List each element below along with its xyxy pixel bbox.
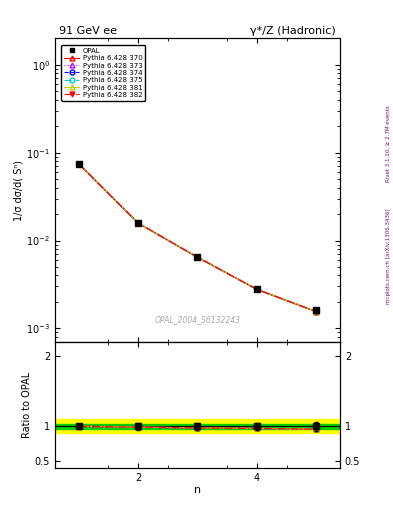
Text: mcplots.cern.ch [arXiv:1306.3436]: mcplots.cern.ch [arXiv:1306.3436]: [386, 208, 391, 304]
Legend: OPAL, Pythia 6.428 370, Pythia 6.428 373, Pythia 6.428 374, Pythia 6.428 375, Py: OPAL, Pythia 6.428 370, Pythia 6.428 373…: [61, 45, 145, 101]
Text: Rivet 3.1.10, ≥ 2.7M events: Rivet 3.1.10, ≥ 2.7M events: [386, 105, 391, 182]
X-axis label: n: n: [194, 485, 201, 495]
Text: 91 GeV ee: 91 GeV ee: [59, 26, 117, 36]
Y-axis label: Ratio to OPAL: Ratio to OPAL: [22, 372, 32, 438]
Y-axis label: 1/σ dσ/d( Sⁿ): 1/σ dσ/d( Sⁿ): [13, 160, 24, 221]
Text: γ*/Z (Hadronic): γ*/Z (Hadronic): [250, 26, 336, 36]
Text: OPAL_2004_S6132243: OPAL_2004_S6132243: [154, 315, 241, 324]
